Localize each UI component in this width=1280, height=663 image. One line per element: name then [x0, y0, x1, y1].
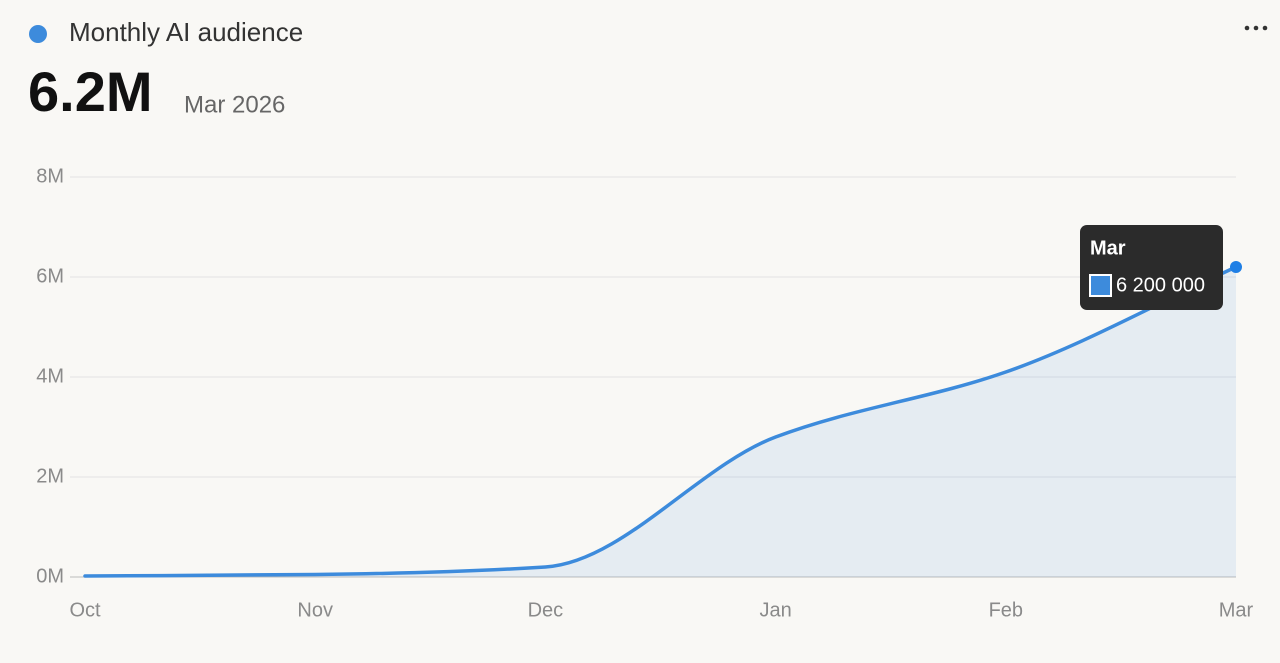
tooltip-swatch: [1089, 274, 1112, 297]
menu-dot: [1244, 25, 1250, 31]
y-tick-label: 6M: [36, 265, 64, 287]
line: [83, 265, 1238, 578]
x-tick-label: Nov: [297, 599, 333, 621]
x-tick-label: Jan: [759, 599, 791, 621]
tooltip-box: [1080, 225, 1223, 310]
headline-value: 6.2M: [28, 60, 153, 123]
x-tick-label: Dec: [528, 599, 564, 621]
y-tick-label: 8M: [36, 165, 64, 187]
legend-label[interactable]: Monthly AI audience: [69, 17, 303, 47]
menu-dot: [1262, 25, 1268, 31]
x-tick-label: Feb: [989, 599, 1023, 621]
tooltip-value: 6 200 000: [1116, 274, 1205, 296]
y-tick-label: 0M: [36, 565, 64, 587]
area: [85, 267, 1236, 577]
y-tick-label: 2M: [36, 465, 64, 487]
y-tick-label: 4M: [36, 365, 64, 387]
tooltip: Mar 6 200 000: [1080, 225, 1223, 310]
headline-period: Mar 2026: [184, 91, 285, 118]
x-tick-label: Oct: [69, 599, 101, 621]
point: [1230, 261, 1242, 273]
x-tick-label: Mar: [1219, 599, 1254, 621]
tooltip-title: Mar: [1090, 237, 1126, 259]
menu-button[interactable]: [1244, 25, 1268, 31]
menu-dot: [1253, 25, 1259, 31]
plot: 0M 2M 4M 6M 8M Oct Nov Dec Jan Feb Mar: [36, 165, 1253, 621]
legend-swatch: [29, 25, 47, 43]
